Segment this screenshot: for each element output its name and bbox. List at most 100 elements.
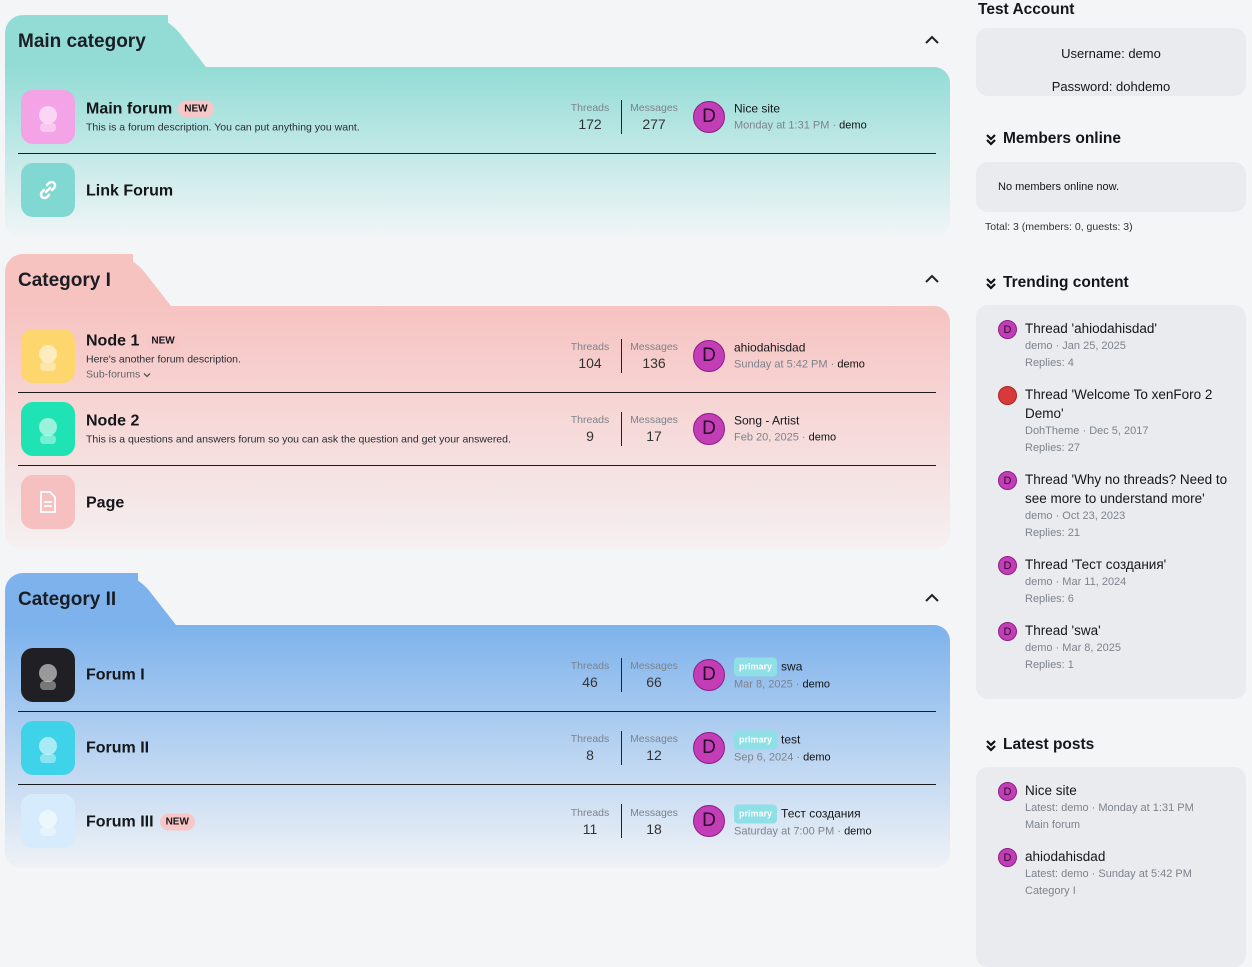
last-post-user[interactable]: demo [844,825,872,837]
last-post-user[interactable]: demo [803,751,831,764]
chevron-down [143,373,151,378]
category-title[interactable]: Category I [18,270,111,291]
item-meta: Latest: demo · Sunday at 5:42 PM [1025,868,1192,880]
node-description: This is a forum description. You can put… [86,121,360,134]
messages-stat: Messages 136 [622,340,686,372]
item-title[interactable]: Thread 'ahiodahisdad' [1025,321,1158,336]
item-avatar[interactable] [998,386,1017,405]
user-avatar[interactable]: D [693,659,725,691]
node-title[interactable]: Node 2 [86,412,140,430]
last-post-title[interactable]: ahiodahisdad [734,340,806,355]
last-post-date: Monday at 1:31 PM · [734,119,837,132]
sidebar-heading-text: Trending content [1003,274,1129,291]
messages-count: 18 [646,820,662,837]
node-text: Forum I [86,665,145,686]
trending-item: D Thread 'Тест создания' demo · Mar 11, 20… [976,555,1246,608]
node-icon [21,794,75,848]
messages-stat: Messages 17 [622,413,686,445]
last-post-user[interactable]: demo [808,431,837,444]
item-avatar[interactable]: D [998,848,1017,867]
item-avatar[interactable]: D [998,622,1017,641]
node-title-line: Page [86,492,124,513]
last-post-meta: Mar 8, 2025 · demo [734,677,830,693]
item-title[interactable]: Thread 'Тест создания' [1025,557,1167,572]
last-post-user[interactable]: demo [802,678,831,691]
node-title[interactable]: Forum I [86,666,145,684]
item-replies: Replies: 4 [1025,357,1074,369]
user-avatar[interactable]: D [693,101,725,133]
item-title[interactable]: Thread 'Why no threads? Need to see more… [1025,472,1228,506]
threads-stat: Threads 46 [558,659,622,691]
item-title[interactable]: Thread 'swa' [1025,623,1101,638]
node-title[interactable]: Link Forum [86,182,174,199]
node-title[interactable]: Page [86,494,125,511]
category: Category I Node 1 NEW Here's another forum … [5,254,950,549]
messages-stat: Messages 18 [622,806,686,838]
subforums-toggle[interactable]: Sub-forums [86,368,241,382]
threads-count: 9 [586,428,594,444]
node-description: Here's another forum description. [86,353,241,366]
last-post-title[interactable]: swa [781,659,803,674]
node-row: Main forum NEW This is a forum description… [18,81,936,154]
item-title[interactable]: ahiodahisdad [1025,849,1106,864]
node-text: Link Forum [86,180,173,201]
messages-count: 66 [646,674,662,690]
node-title[interactable]: Forum II [86,739,150,757]
node-title[interactable]: Main forum [86,100,173,118]
last-post-title-line: primary test [734,730,831,750]
trending-box: D Thread 'ahiodahisdad' demo · Jan 25, 202… [976,305,1246,699]
category-header: Category I [5,254,133,306]
node-text: Forum III NEW [86,811,195,832]
last-post-title[interactable]: Тест создания [781,806,861,820]
latest-box: D Nice site Latest: demo · Monday at 1:31 … [976,767,1246,967]
last-post: primary swa Mar 8, 2025 · demo [734,657,830,693]
node-icon [21,402,75,456]
user-avatar[interactable]: D [693,340,725,372]
sidebar-heading-text: Latest posts [1003,736,1095,753]
node-icon [21,648,75,702]
trending-item: D Thread 'swa' demo · Mar 8, 2025 Replies: … [976,621,1246,674]
trending-item: D Thread 'ahiodahisdad' demo · Jan 25, 202… [976,319,1246,372]
last-post-title[interactable]: Nice site [734,101,781,116]
category: Main category Main forum NEW This is a foru… [5,15,950,237]
threads-count: 46 [582,674,598,690]
collapse-toggle[interactable] [924,591,940,610]
account-line: Password: dohdemo [1051,79,1171,94]
item-title[interactable]: Thread 'Welcome To xenForo 2 Demo' [1025,387,1213,421]
user-avatar[interactable]: D [693,805,725,837]
node-icon [21,329,75,383]
user-avatar[interactable]: D [693,413,725,445]
stat-divider [621,658,622,692]
node-row: Node 1 NEW Here's another forum descriptio… [18,320,936,393]
account-box: Username: demo Password: dohdemo [976,28,1246,96]
last-post-user[interactable]: demo [839,119,867,132]
last-post-title[interactable]: test [781,732,801,747]
last-post-title[interactable]: Song - Artist [734,413,800,428]
category-title[interactable]: Main category [18,31,146,52]
stat-divider [621,100,622,134]
user-avatar[interactable]: D [693,732,725,764]
category-title[interactable]: Category II [18,589,117,610]
node-title[interactable]: Node 1 [86,332,140,350]
messages-label: Messages [630,102,678,114]
last-post-date: Sunday at 5:42 PM · [734,358,835,371]
latest-item: D Nice site Latest: demo · Monday at 1:31 … [976,781,1246,834]
last-post-meta: Saturday at 7:00 PM · demo [734,823,872,839]
item-avatar[interactable]: D [998,556,1017,575]
category-body: Node 1 NEW Here's another forum descriptio… [5,306,950,549]
last-post-user[interactable]: demo [837,358,865,371]
node-icon [21,163,75,217]
category-body: Main forum NEW This is a forum description… [5,67,950,237]
item-title[interactable]: Nice site [1025,783,1077,798]
node-row: Node 2 This is a questions and answers fo… [18,393,936,466]
node-title[interactable]: Forum III [86,813,154,830]
threads-stat: Threads 9 [558,413,622,445]
item-avatar[interactable]: D [998,471,1017,490]
collapse-toggle[interactable] [924,272,940,291]
item-avatar[interactable]: D [998,782,1017,801]
last-post-meta: Monday at 1:31 PM · demo [734,118,867,134]
collapse-toggle[interactable] [924,33,940,52]
node-text: Node 1 NEW Here's another forum descriptio… [86,331,241,382]
item-avatar[interactable]: D [998,320,1017,339]
